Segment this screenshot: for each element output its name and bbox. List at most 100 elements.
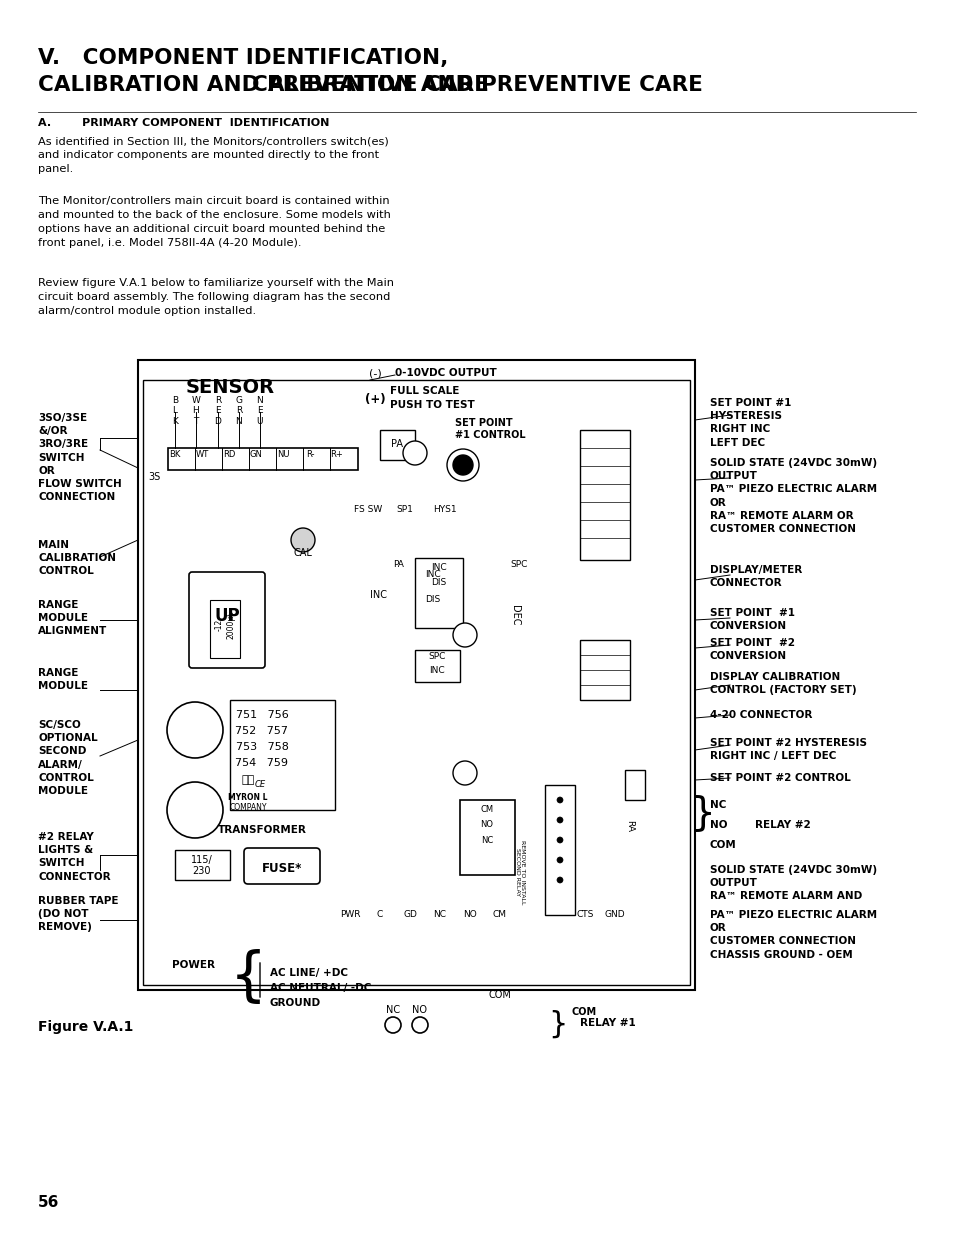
Text: WT: WT xyxy=(195,450,209,459)
Text: GD: GD xyxy=(402,910,416,919)
Text: SOLID STATE (24VDC 30mW)
OUTPUT
PA™ PIEZO ELECTRIC ALARM
OR
RA™ REMOTE ALARM OR
: SOLID STATE (24VDC 30mW) OUTPUT PA™ PIEZ… xyxy=(709,458,876,534)
Circle shape xyxy=(557,877,562,883)
Text: SET POINT #2 HYSTERESIS
RIGHT INC / LEFT DEC: SET POINT #2 HYSTERESIS RIGHT INC / LEFT… xyxy=(709,739,866,761)
Text: 4-20 CONNECTOR: 4-20 CONNECTOR xyxy=(709,710,812,720)
Text: NO: NO xyxy=(462,910,476,919)
Text: (-): (-) xyxy=(368,368,381,378)
Circle shape xyxy=(291,529,314,552)
Text: C: C xyxy=(376,910,383,919)
Text: REMOVE TO INSTALL
SECOND RELAY: REMOVE TO INSTALL SECOND RELAY xyxy=(514,840,525,904)
Text: DIS: DIS xyxy=(424,595,439,604)
Bar xyxy=(379,430,415,459)
Text: Review figure V.A.1 below to familiarize yourself with the Main
circuit board as: Review figure V.A.1 below to familiarize… xyxy=(38,278,394,316)
Text: CE: CE xyxy=(254,781,266,789)
Text: MAIN
CALIBRATION
CONTROL: MAIN CALIBRATION CONTROL xyxy=(38,540,116,577)
Text: A.        PRIMARY COMPONENT  IDENTIFICATION: A. PRIMARY COMPONENT IDENTIFICATION xyxy=(38,119,329,128)
Text: 230: 230 xyxy=(193,866,211,876)
Text: Figure V.A.1: Figure V.A.1 xyxy=(38,1020,133,1034)
Text: V.   COMPONENT IDENTIFICATION,: V. COMPONENT IDENTIFICATION, xyxy=(38,48,448,68)
Text: }: } xyxy=(547,1010,567,1039)
Bar xyxy=(415,558,462,629)
Text: SET POINT #1
HYSTERESIS
RIGHT INC
LEFT DEC: SET POINT #1 HYSTERESIS RIGHT INC LEFT D… xyxy=(709,398,791,447)
Bar xyxy=(174,850,230,881)
Text: MYRON L: MYRON L xyxy=(228,793,268,802)
Text: INC: INC xyxy=(431,563,446,572)
Text: 0-10VDC OUTPUT: 0-10VDC OUTPUT xyxy=(395,368,497,378)
Text: B
L
K: B L K xyxy=(172,396,178,426)
Text: GND: GND xyxy=(604,910,624,919)
Bar xyxy=(579,430,629,559)
Text: SP1: SP1 xyxy=(396,505,413,514)
Text: CAL: CAL xyxy=(294,548,313,558)
Text: CM: CM xyxy=(493,910,506,919)
Text: NC: NC xyxy=(480,836,493,845)
Circle shape xyxy=(453,454,473,475)
Text: 56: 56 xyxy=(38,1195,59,1210)
Text: DISPLAY CALIBRATION
CONTROL (FACTORY SET): DISPLAY CALIBRATION CONTROL (FACTORY SET… xyxy=(709,672,856,695)
Circle shape xyxy=(453,622,476,647)
Text: -12
2000μS: -12 2000μS xyxy=(214,610,234,638)
Text: HYS1: HYS1 xyxy=(433,505,456,514)
Text: R-: R- xyxy=(305,450,314,459)
Text: 752   757: 752 757 xyxy=(235,726,288,736)
Text: 751   756: 751 756 xyxy=(235,710,288,720)
Circle shape xyxy=(385,1016,400,1032)
Circle shape xyxy=(557,857,562,863)
Circle shape xyxy=(167,701,223,758)
FancyBboxPatch shape xyxy=(244,848,319,884)
Bar xyxy=(143,380,689,986)
Text: 754   759: 754 759 xyxy=(235,758,288,768)
Text: 3SO/3SE
&/OR
3RO/3RE
SWITCH
OR
FLOW SWITCH
CONNECTION: 3SO/3SE &/OR 3RO/3RE SWITCH OR FLOW SWIT… xyxy=(38,412,122,503)
Text: As identified in Section III, the Monitors/controllers switch(es)
and indicator : As identified in Section III, the Monito… xyxy=(38,136,388,174)
Text: RA: RA xyxy=(625,820,634,832)
Text: PA™ PIEZO ELECTRIC ALARM
OR
CUSTOMER CONNECTION: PA™ PIEZO ELECTRIC ALARM OR CUSTOMER CON… xyxy=(709,910,876,946)
Text: PA: PA xyxy=(391,438,402,450)
Text: R
E
D: R E D xyxy=(214,396,221,426)
Text: NO: NO xyxy=(480,820,493,829)
Text: SET POINT  #1
CONVERSION: SET POINT #1 CONVERSION xyxy=(709,608,794,631)
Text: SOLID STATE (24VDC 30mW)
OUTPUT
RA™ REMOTE ALARM AND: SOLID STATE (24VDC 30mW) OUTPUT RA™ REMO… xyxy=(709,864,876,902)
Text: DEC: DEC xyxy=(510,605,519,625)
Text: SC/SCO
OPTIONAL
SECOND
ALARM/
CONTROL
MODULE: SC/SCO OPTIONAL SECOND ALARM/ CONTROL MO… xyxy=(38,720,97,797)
Text: G
R
N: G R N xyxy=(235,396,242,426)
Text: BK: BK xyxy=(169,450,180,459)
Bar xyxy=(230,700,335,810)
Text: SPC: SPC xyxy=(510,559,527,569)
Text: COMPANY: COMPANY xyxy=(229,803,267,811)
Text: NC: NC xyxy=(709,800,725,810)
Text: R+: R+ xyxy=(331,450,343,459)
Bar xyxy=(138,359,695,990)
Bar xyxy=(544,785,575,915)
Text: CM: CM xyxy=(480,805,493,814)
Text: COM: COM xyxy=(488,990,511,1000)
Text: NU: NU xyxy=(276,450,289,459)
Bar xyxy=(624,769,644,800)
Text: POWER: POWER xyxy=(172,960,214,969)
Bar xyxy=(168,448,357,471)
Text: NO: NO xyxy=(412,1005,427,1015)
Text: SET POINT  #2
CONVERSION: SET POINT #2 CONVERSION xyxy=(709,638,794,661)
Circle shape xyxy=(557,837,562,844)
Text: CALIBRATION AND PREVENTIVE CARE: CALIBRATION AND PREVENTIVE CARE xyxy=(252,75,701,95)
Text: DISPLAY/METER
CONNECTOR: DISPLAY/METER CONNECTOR xyxy=(709,564,801,588)
Text: 3S: 3S xyxy=(148,472,160,482)
Text: W
H
T: W H T xyxy=(192,396,200,426)
Text: GROUND: GROUND xyxy=(270,998,321,1008)
Text: SET POINT: SET POINT xyxy=(455,417,512,429)
Bar xyxy=(210,600,240,658)
Text: PA: PA xyxy=(393,559,403,569)
Text: #1 CONTROL: #1 CONTROL xyxy=(455,430,525,440)
Text: GN: GN xyxy=(250,450,262,459)
Text: CALIBRATION AND PREVENTIVE CARE: CALIBRATION AND PREVENTIVE CARE xyxy=(38,75,488,95)
Text: }: } xyxy=(689,794,714,832)
Circle shape xyxy=(167,782,223,839)
Text: INC: INC xyxy=(370,590,387,600)
Text: UP: UP xyxy=(214,606,239,625)
Circle shape xyxy=(557,818,562,823)
Text: FS SW: FS SW xyxy=(354,505,382,514)
Text: SPC: SPC xyxy=(428,652,445,661)
Text: PUSH TO TEST: PUSH TO TEST xyxy=(390,400,475,410)
Circle shape xyxy=(402,441,427,466)
Text: TRANSFORMER: TRANSFORMER xyxy=(217,825,306,835)
Text: {: { xyxy=(230,950,266,1007)
